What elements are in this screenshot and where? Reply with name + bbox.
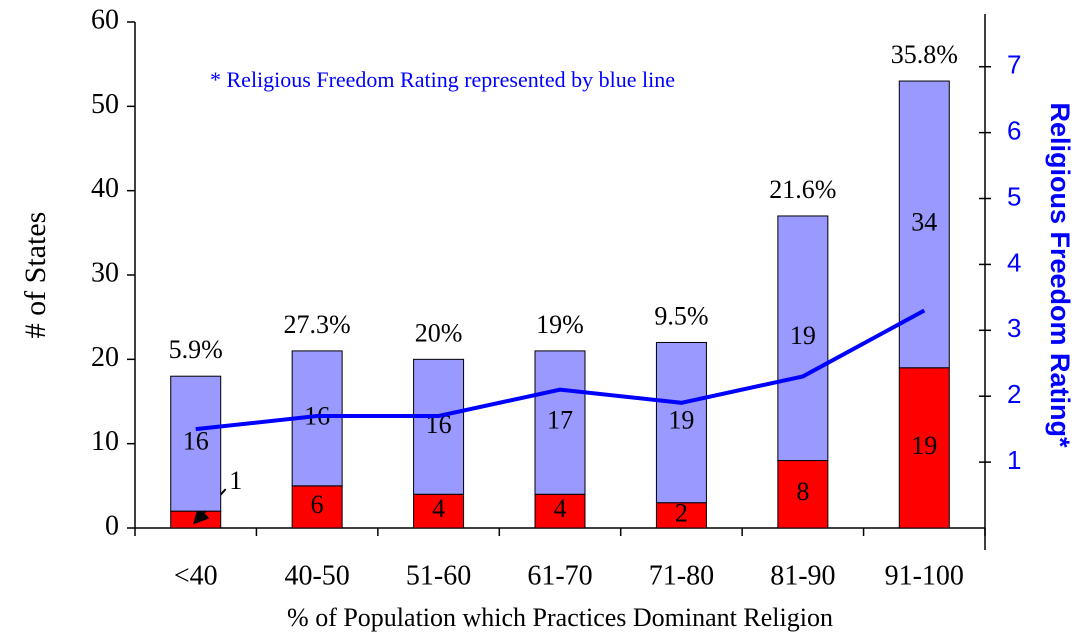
segment-label: 16 [183,427,209,456]
top-label: 27.3% [284,310,351,339]
top-label: 35.8% [891,40,958,69]
y-tick-label: 0 [105,510,119,541]
y-tick-label: 30 [91,257,119,288]
x-tick-label: 61-70 [527,560,592,591]
segment-label: 19 [911,431,937,460]
segment-label: 1 [229,466,242,495]
segment-label: 19 [790,321,816,350]
segment-label: 4 [432,494,445,523]
y-tick-label: 50 [91,89,119,120]
bar-segment [655,502,707,529]
y2-tick-label: 2 [1007,379,1021,409]
y2-tick-label: 5 [1007,181,1021,211]
y-axis-title: # of States [19,212,52,339]
top-label: 21.6% [769,175,836,204]
y2-tick-label: 6 [1007,115,1021,145]
x-axis-title: % of Population which Practices Dominant… [287,603,833,632]
y2-tick-label: 1 [1007,445,1021,475]
y-tick-label: 60 [91,4,119,35]
top-label: 5.9% [169,335,223,364]
y2-tick-label: 3 [1007,313,1021,343]
bar-segment [655,341,707,504]
x-tick-label: <40 [174,560,218,591]
bar-segment [898,367,950,529]
top-label: 9.5% [654,301,708,330]
bar-segment [291,485,343,529]
top-label: 20% [415,318,463,347]
y2-tick-label: 7 [1007,50,1021,80]
x-tick-label: 51-60 [406,560,471,591]
x-tick-label: 81-90 [770,560,835,591]
y-tick-label: 40 [91,173,119,204]
segment-label: 4 [554,494,567,523]
segment-label: 34 [911,207,937,236]
x-tick-label: 71-80 [649,560,714,591]
bar-segment [777,460,829,529]
note: * Religious Freedom Rating represented b… [210,67,675,92]
y2-tick-label: 4 [1007,247,1021,277]
y-tick-label: 20 [91,342,119,373]
bar-segment [777,215,829,462]
y-tick-label: 10 [91,426,119,457]
segment-label: 19 [668,406,694,435]
bar-segment [170,375,222,512]
bar-segment [170,510,222,529]
segment-label: 17 [547,406,573,435]
segment-label: 8 [796,477,809,506]
bar-segment [413,358,465,495]
x-tick-label: 40-50 [284,560,349,591]
rating-line [195,308,926,432]
top-label: 19% [536,310,584,339]
bar-segment [534,350,586,495]
segment-label: 2 [675,498,688,527]
segment-label: 6 [311,490,324,519]
x-tick-label: 91-100 [885,560,964,591]
y2-axis-title: Religious Freedom Rating* [1045,102,1075,448]
